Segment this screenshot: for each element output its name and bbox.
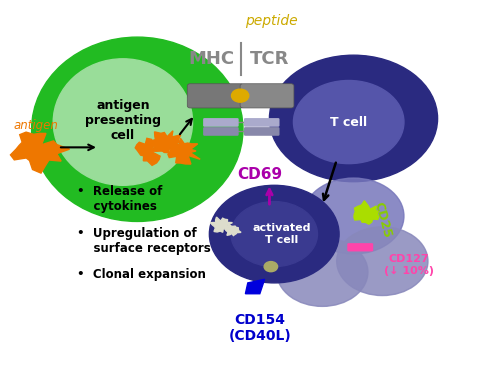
FancyBboxPatch shape	[244, 118, 279, 127]
Circle shape	[231, 89, 249, 102]
Text: antigen: antigen	[14, 119, 59, 132]
Polygon shape	[210, 217, 232, 232]
Polygon shape	[226, 224, 241, 236]
FancyBboxPatch shape	[347, 243, 373, 251]
Text: activated
T cell: activated T cell	[252, 223, 311, 245]
Circle shape	[303, 178, 404, 254]
Polygon shape	[168, 138, 200, 164]
Circle shape	[269, 55, 437, 182]
Polygon shape	[354, 201, 379, 224]
Text: CD25: CD25	[371, 200, 393, 239]
Polygon shape	[245, 279, 264, 294]
Polygon shape	[147, 131, 181, 153]
FancyBboxPatch shape	[240, 84, 294, 108]
Text: •  Release of
    cytokines: • Release of cytokines	[77, 185, 163, 213]
Text: TCR: TCR	[250, 50, 289, 68]
Text: peptide: peptide	[245, 14, 298, 28]
Circle shape	[209, 185, 339, 283]
Text: CD127
(↓ 10%): CD127 (↓ 10%)	[384, 254, 434, 276]
Circle shape	[264, 262, 278, 272]
Text: •  Clonal expansion: • Clonal expansion	[77, 268, 206, 281]
FancyBboxPatch shape	[187, 84, 243, 108]
Circle shape	[277, 238, 368, 306]
Polygon shape	[11, 132, 69, 173]
Circle shape	[337, 227, 428, 295]
FancyBboxPatch shape	[203, 118, 239, 127]
Text: •  Upregulation of
    surface receptors: • Upregulation of surface receptors	[77, 227, 211, 255]
Circle shape	[294, 80, 404, 164]
Ellipse shape	[53, 59, 192, 185]
Text: MHC: MHC	[189, 50, 235, 68]
Text: CD69: CD69	[237, 167, 282, 182]
Text: CD154
(CD40L): CD154 (CD40L)	[228, 313, 291, 343]
FancyBboxPatch shape	[244, 127, 279, 136]
FancyBboxPatch shape	[203, 127, 239, 136]
Circle shape	[231, 201, 317, 267]
Ellipse shape	[32, 37, 243, 221]
Text: T cell: T cell	[330, 116, 367, 128]
Polygon shape	[135, 138, 166, 166]
Text: antigen
presenting
cell: antigen presenting cell	[85, 99, 161, 142]
